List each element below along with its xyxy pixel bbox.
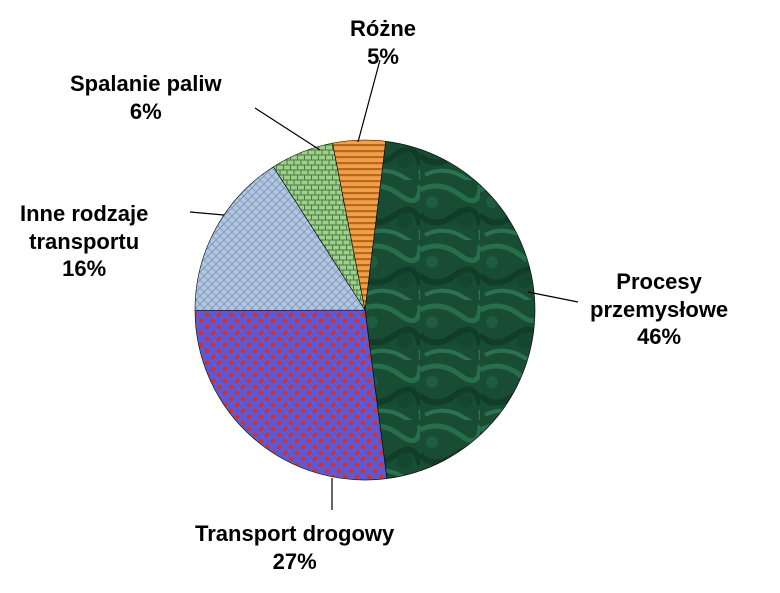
label-transport-drogowy: Transport drogowy 27%	[195, 520, 394, 575]
label-pct: 6%	[70, 98, 222, 126]
label-text-line1: Transport drogowy	[195, 520, 394, 548]
leader-rozne	[358, 60, 380, 142]
label-pct: 27%	[195, 548, 394, 576]
pie-slice-transport_drogowy	[195, 310, 387, 480]
leader-spalanie	[255, 108, 320, 150]
label-rozne: Różne 5%	[350, 15, 416, 70]
label-text-line2: przemysłowe	[590, 296, 728, 324]
leader-procesy	[528, 292, 578, 302]
label-text-line1: Spalanie paliw	[70, 70, 222, 98]
label-text-line2: transportu	[20, 228, 148, 256]
label-text-line1: Różne	[350, 15, 416, 43]
pie-slices	[195, 140, 535, 480]
pie-slice-procesy	[365, 141, 535, 478]
label-pct: 46%	[590, 323, 728, 351]
leader-inne_transport	[190, 212, 224, 215]
label-pct: 16%	[20, 255, 148, 283]
label-procesy-przemyslowe: Procesy przemysłowe 46%	[590, 268, 728, 351]
label-inne-rodzaje-transportu: Inne rodzaje transportu 16%	[20, 200, 148, 283]
pie-chart-container: Procesy przemysłowe 46% Transport drogow…	[0, 0, 780, 593]
label-text-line1: Inne rodzaje	[20, 200, 148, 228]
label-pct: 5%	[350, 43, 416, 71]
label-spalanie-paliw: Spalanie paliw 6%	[70, 70, 222, 125]
label-text-line1: Procesy	[590, 268, 728, 296]
